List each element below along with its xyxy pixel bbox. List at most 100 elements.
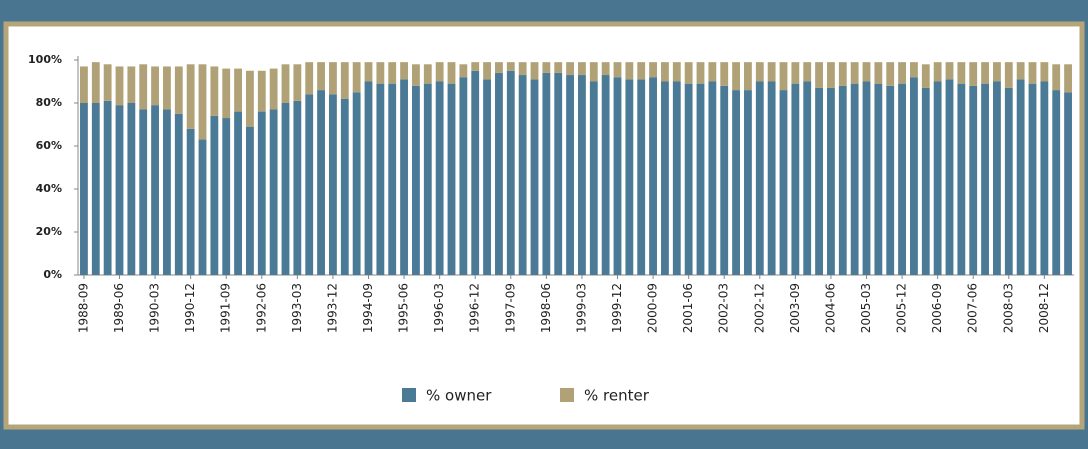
bar-segment (779, 62, 788, 91)
bar-segment (1040, 81, 1049, 275)
bar-segment (329, 62, 337, 95)
bar-segment (969, 85, 978, 275)
bar-segment (589, 81, 598, 275)
bar-segment (554, 62, 563, 73)
bar-segment (921, 64, 930, 88)
bar-segment (483, 79, 491, 275)
bar-segment (862, 62, 871, 82)
bar-segment (91, 103, 100, 275)
bar-segment (139, 64, 148, 110)
bar-segment (732, 90, 740, 275)
bar-segment (637, 79, 646, 275)
bar-segment (720, 85, 729, 275)
bar-segment (566, 62, 574, 76)
bar-segment (293, 64, 302, 101)
bar-segment (755, 81, 764, 275)
bar-segment (400, 62, 408, 80)
bar-segment (791, 62, 800, 84)
x-tick-label: 2003-09 (788, 283, 802, 333)
bar-segment (1004, 87, 1013, 275)
x-tick-label: 2005-03 (859, 283, 873, 333)
bar-segment (744, 90, 752, 275)
x-tick-label: 1996-12 (468, 283, 482, 333)
bar-segment (1052, 90, 1061, 275)
bar-segment (1028, 83, 1037, 276)
bar-segment (981, 83, 989, 276)
x-tick-label: 2000-09 (646, 283, 660, 333)
bar-segment (317, 62, 325, 91)
bar-segment (174, 113, 183, 275)
bar-segment (791, 83, 800, 276)
x-tick-label: 2002-12 (752, 283, 766, 333)
bar-segment (850, 62, 859, 84)
bar-segment (1064, 92, 1072, 275)
bar-segment (910, 77, 918, 275)
bar-segment (945, 79, 954, 275)
bar-segment (1004, 62, 1013, 88)
legend-label: % owner (426, 387, 492, 405)
legend-swatch (560, 388, 574, 402)
bar-segment (222, 68, 231, 119)
bar-segment (708, 62, 717, 82)
bar-segment (898, 83, 906, 276)
bar-segment (850, 83, 859, 276)
x-tick-label: 1995-06 (397, 283, 411, 333)
bar-segment (317, 90, 325, 275)
bar-segment (364, 81, 373, 275)
bar-segment (1016, 79, 1025, 275)
x-tick-label: 1999-03 (574, 283, 588, 333)
bar-segment (329, 94, 337, 276)
bar-segment (305, 94, 314, 276)
bar-segment (246, 126, 254, 276)
bar-segment (103, 100, 112, 275)
bar-segment (352, 92, 361, 275)
bar-segment (340, 62, 349, 99)
bar-segment (210, 115, 219, 276)
bar-segment (340, 98, 349, 275)
bar-segment (969, 62, 978, 86)
bar-segment (886, 85, 895, 275)
bar-segment (957, 62, 966, 84)
bar-segment (257, 70, 266, 112)
bar-segment (649, 62, 657, 78)
bar-segment (874, 83, 883, 276)
y-tick-label: 0% (43, 268, 62, 281)
x-tick-label: 2006-09 (930, 283, 944, 333)
bar-segment (613, 77, 622, 275)
bar-segment (1052, 64, 1061, 91)
bar-segment (993, 62, 1001, 82)
x-tick-label: 2007-06 (966, 283, 980, 333)
bar-segment (767, 81, 776, 275)
bar-segment (910, 62, 918, 78)
bar-segment (234, 111, 242, 275)
bar-segment (246, 70, 254, 127)
bar-segment (174, 66, 183, 114)
bar-segment (625, 79, 634, 275)
bar-segment (127, 103, 136, 275)
bar-segment (80, 66, 88, 103)
x-tick-label: 1997-09 (503, 283, 517, 333)
bar-segment (198, 64, 207, 140)
bar-segment (423, 64, 432, 84)
x-tick-label: 1990-03 (148, 283, 162, 333)
bar-segment (483, 62, 491, 80)
bar-segment (423, 83, 432, 276)
bar-segment (601, 75, 610, 275)
bar-segment (578, 75, 586, 275)
x-tick-label: 2004-06 (823, 283, 837, 333)
y-tick-label: 60% (36, 139, 62, 152)
x-tick-label: 1996-03 (432, 283, 446, 333)
bar-segment (506, 62, 515, 71)
bar-segment (151, 105, 159, 276)
bar-segment (471, 62, 480, 71)
bar-segment (957, 83, 966, 276)
bar-segment (578, 62, 586, 76)
bar-segment (293, 100, 302, 275)
bar-segment (755, 62, 764, 82)
bar-segment (80, 103, 88, 275)
bar-segment (103, 64, 112, 101)
bar-segment (471, 70, 480, 275)
bar-segment (530, 79, 539, 275)
bar-segment (198, 139, 207, 275)
